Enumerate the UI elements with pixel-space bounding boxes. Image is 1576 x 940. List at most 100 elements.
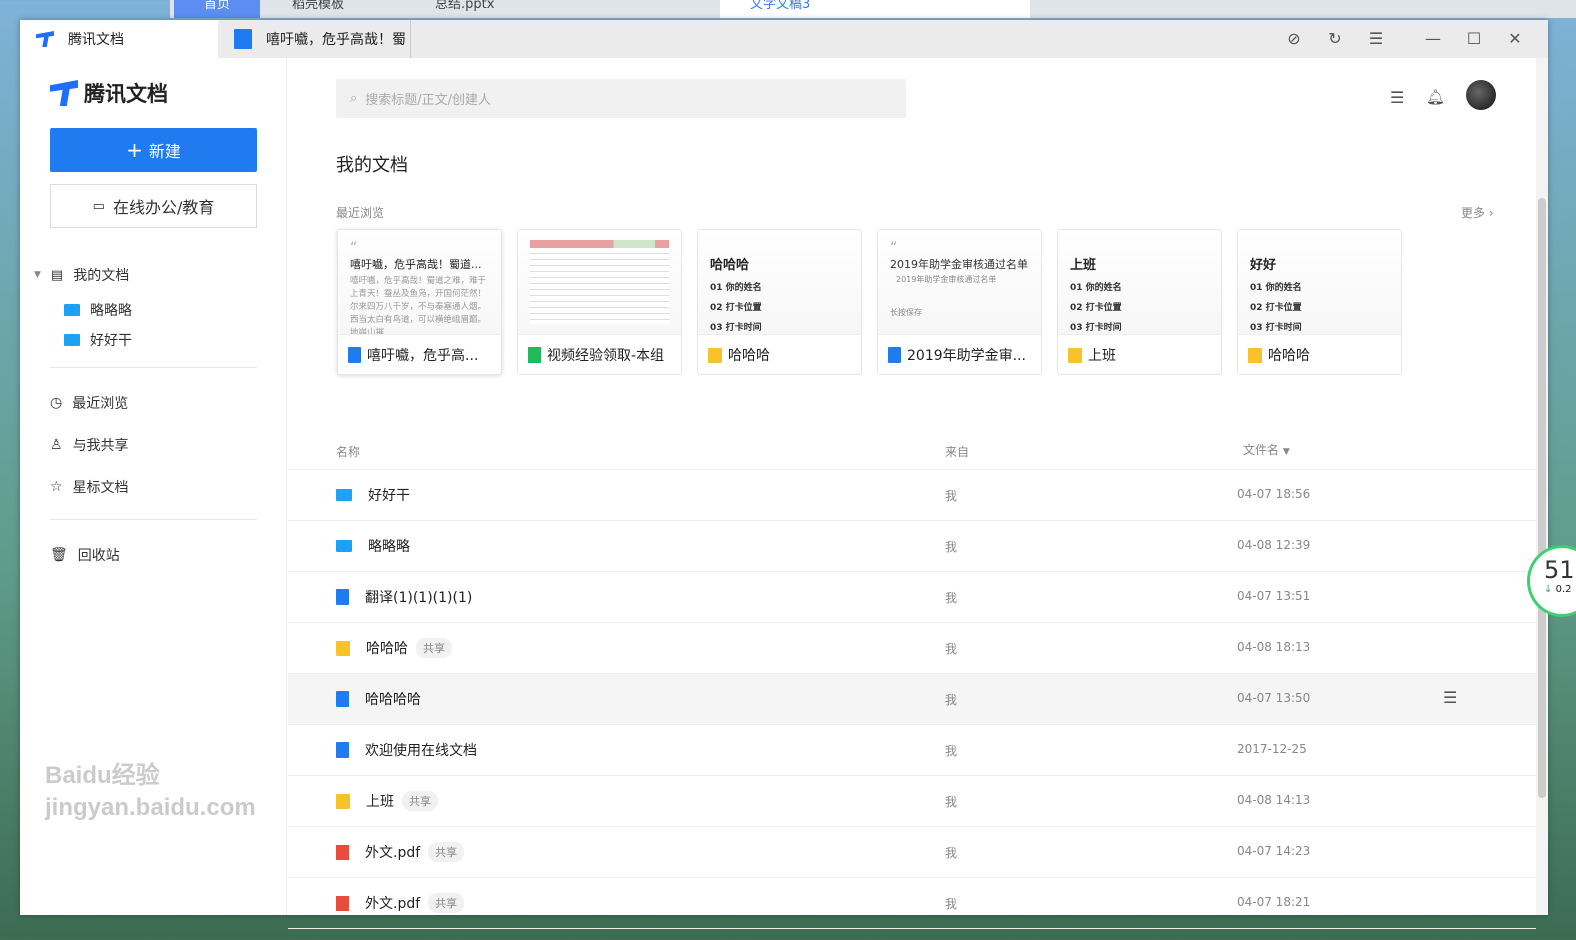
table-row[interactable]: 上班 共享 我 04-08 14:13	[288, 776, 1536, 827]
file-from: 我	[945, 897, 958, 911]
sidebar-item-starred[interactable]: ☆ 星标文档	[50, 477, 129, 497]
card-preview: “ 嘻吁嚱，危乎高哉！蜀道... 嘻吁嚱，危乎高哉！蜀道之难，难于上青天！蚕丛及…	[338, 230, 501, 334]
file-from: 我	[945, 744, 958, 758]
preview-title: 2019年助学金审核通过名单	[890, 258, 1028, 271]
browser-tab-bar: 首页 稻壳模板 总结.pptx 文字文稿3	[170, 0, 1576, 18]
table-row[interactable]: 欢迎使用在线文档 我 2017-12-25	[288, 725, 1536, 776]
card-preview: 好好 01 你的姓名 02 打卡位置 03 打卡时间	[1238, 230, 1401, 334]
plus-icon: +	[126, 138, 143, 162]
tab-document[interactable]: 嘻吁嚱，危乎高哉！蜀	[234, 20, 411, 58]
label: 我的文档	[73, 268, 130, 284]
close-button[interactable]: ✕	[1508, 29, 1522, 48]
row-menu-icon[interactable]: ☰	[1443, 688, 1458, 707]
card-title: 上班	[1088, 348, 1116, 364]
form-icon	[336, 640, 350, 656]
compass-icon[interactable]: ⊘	[1287, 29, 1301, 48]
table-row[interactable]: 翻译(1)(1)(1)(1) 我 04-07 13:51	[288, 572, 1536, 623]
divider	[50, 367, 257, 368]
tab-tencent-docs[interactable]: 腾讯文档	[20, 20, 218, 58]
recent-card[interactable]: 哈哈哈 01 你的姓名 02 打卡位置 03 打卡时间 哈哈哈	[697, 229, 862, 375]
recent-card[interactable]: “ 2019年助学金审核通过名单 2019年助学金审核通过名单 长按保存 201…	[877, 229, 1042, 375]
preview-item: 02 打卡位置	[710, 303, 762, 313]
browser-tab-pptx[interactable]: 总结.pptx	[435, 0, 495, 12]
file-name-cell: 外文.pdf 共享	[336, 827, 465, 877]
bell-icon[interactable]: 🔔︎	[1426, 88, 1446, 106]
sidebar-folder[interactable]: 好好干	[64, 330, 132, 350]
form-icon	[336, 793, 350, 809]
more-link[interactable]: 更多 ›	[1461, 206, 1494, 220]
form-icon	[1068, 347, 1082, 363]
refresh-icon[interactable]: ↻	[1328, 29, 1342, 48]
sidebar-folder[interactable]: 略略略	[64, 300, 132, 320]
trash-icon: 🗑︎	[50, 547, 68, 563]
label: 好好干	[90, 333, 132, 349]
sheet-rows	[530, 248, 669, 324]
search-input[interactable]: ⌕ 搜索标题/正文/创建人	[336, 79, 906, 118]
caret-down-icon: ▼	[34, 270, 41, 280]
scrollbar[interactable]	[1536, 58, 1548, 915]
star-icon: ☆	[50, 479, 63, 495]
preview-body: 嘻吁嚱，危乎高哉！蜀道之难，难于上青天！蚕丛及鱼凫，开国何茫然！尔来四万八千岁，…	[350, 276, 487, 334]
speed-widget[interactable]: 51 ↓ 0.2	[1527, 545, 1576, 617]
folder-icon	[336, 489, 352, 501]
sidebar-item-my-docs[interactable]: ▼ ▤ 我的文档	[34, 265, 129, 285]
table-row[interactable]: 好好干 我 04-07 18:56	[288, 470, 1536, 521]
preview-body: 2019年助学金审核通过名单	[896, 275, 997, 284]
file-from: 我	[945, 540, 958, 554]
form-icon	[1248, 347, 1262, 363]
shared-badge: 共享	[428, 893, 465, 913]
folder-icon	[336, 540, 352, 552]
browser-tab-doc[interactable]: 文字文稿3	[720, 0, 1030, 18]
file-from: 我	[945, 846, 958, 860]
file-name-cell: 略略略	[336, 521, 410, 571]
new-button[interactable]: + 新建	[50, 128, 257, 172]
file-date: 04-08 12:39	[1237, 538, 1311, 552]
pdf-icon	[336, 895, 349, 911]
title-bar: 腾讯文档 嘻吁嚱，危乎高哉！蜀 ⊘ ↻ ☰ — ☐ ✕	[20, 20, 1548, 58]
file-name-cell: 好好干	[336, 470, 410, 520]
sidebar: 腾讯文档 + 新建 ▭ 在线办公/教育 ▼ ▤ 我的文档 略略略 好好干 ◷ 最近浏览 ♙…	[20, 58, 287, 915]
maximize-button[interactable]: ☐	[1466, 29, 1482, 48]
card-preview: 上班 01 你的姓名 02 打卡位置 03 打卡时间	[1058, 230, 1221, 334]
browser-tab-templates[interactable]: 稻壳模板	[292, 0, 345, 12]
file-name: 略略略	[368, 539, 410, 555]
minimize-button[interactable]: —	[1425, 29, 1441, 48]
tencent-docs-logo-icon	[36, 31, 54, 47]
table-row[interactable]: 哈哈哈哈 我 04-07 13:50 ☰	[288, 674, 1536, 725]
table-row[interactable]: 外文.pdf 共享 我 04-07 18:21	[288, 878, 1536, 929]
table-row[interactable]: 外文.pdf 共享 我 04-07 14:23	[288, 827, 1536, 878]
sort-dropdown[interactable]: 文件名 ▼	[1243, 441, 1290, 458]
logo: 腾讯文档	[50, 78, 168, 108]
recent-card[interactable]: 视频经验领取-本组	[517, 229, 682, 375]
menu-icon[interactable]: ☰	[1368, 29, 1384, 48]
file-name: 哈哈哈	[366, 641, 408, 657]
tab-label: 嘻吁嚱，危乎高哉！蜀	[266, 32, 406, 48]
search-placeholder: 搜索标题/正文/创建人	[365, 93, 492, 108]
watermark: Baidu经验 jingyan.baidu.com	[45, 762, 256, 821]
file-name-cell: 欢迎使用在线文档	[336, 725, 477, 775]
caret-down-icon: ▼	[1282, 447, 1290, 457]
arrow-down-icon: ↓	[1544, 584, 1553, 595]
table-row[interactable]: 哈哈哈 共享 我 04-08 18:13	[288, 623, 1536, 674]
table-row[interactable]: 略略略 我 04-08 12:39	[288, 521, 1536, 572]
avatar[interactable]	[1466, 80, 1496, 110]
online-office-button[interactable]: ▭ 在线办公/教育	[50, 184, 257, 228]
sidebar-item-shared[interactable]: ♙ 与我共享	[50, 435, 129, 455]
recent-card[interactable]: “ 嘻吁嚱，危乎高哉！蜀道... 嘻吁嚱，危乎高哉！蜀道之难，难于上青天！蚕丛及…	[337, 229, 502, 375]
clock-icon: ◷	[50, 395, 63, 411]
label: 星标文档	[72, 480, 129, 496]
file-from: 我	[945, 795, 958, 809]
folder-icon	[64, 334, 80, 346]
browser-tab-home[interactable]: 首页	[174, 0, 260, 18]
card-title: 2019年助学金审...	[907, 348, 1026, 364]
scrollbar-thumb[interactable]	[1538, 198, 1546, 798]
recent-card[interactable]: 好好 01 你的姓名 02 打卡位置 03 打卡时间 哈哈哈	[1237, 229, 1402, 375]
table-header: 名称 来自 文件名 ▼	[288, 431, 1536, 470]
sidebar-item-trash[interactable]: 🗑︎ 回收站	[50, 545, 120, 565]
recent-card[interactable]: 上班 01 你的姓名 02 打卡位置 03 打卡时间 上班	[1057, 229, 1222, 375]
doc-icon	[336, 589, 349, 605]
sidebar-item-recent[interactable]: ◷ 最近浏览	[50, 393, 128, 413]
list-view-icon[interactable]: ☰	[1390, 88, 1405, 107]
preview-item: 01 你的姓名	[1070, 283, 1122, 293]
doc-icon	[336, 691, 349, 707]
